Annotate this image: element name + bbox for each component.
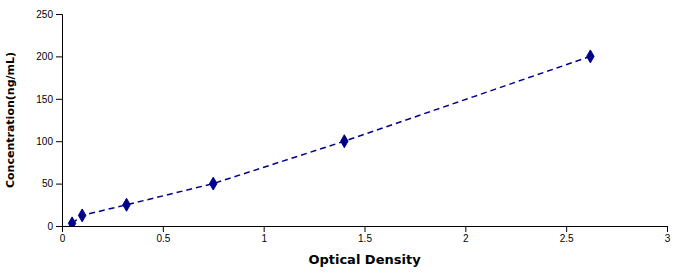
x-tick-mark bbox=[465, 226, 466, 232]
y-tick: 200 bbox=[36, 51, 62, 62]
marker bbox=[68, 217, 75, 226]
x-tick-label: 2 bbox=[463, 233, 469, 244]
y-tick: 0 bbox=[47, 221, 62, 232]
x-tick-mark bbox=[365, 226, 366, 232]
x-axis-title: Optical Density bbox=[308, 252, 421, 267]
y-tick-mark bbox=[56, 99, 62, 100]
x-tick-label: 3 bbox=[665, 233, 671, 244]
x-axis-line bbox=[63, 227, 668, 233]
y-tick-mark bbox=[56, 14, 62, 15]
x-tick-mark bbox=[163, 226, 164, 232]
x-tick: 1.5 bbox=[358, 226, 372, 244]
x-tick: 3 bbox=[665, 226, 671, 244]
y-tick: 100 bbox=[36, 136, 62, 147]
chart: 0 0.5 1 1.5 2 2.5 3 0 50 100 150 200 250 Optical Dens… bbox=[0, 0, 689, 272]
y-tick: 50 bbox=[42, 178, 62, 189]
marker bbox=[587, 50, 594, 63]
y-tick-mark bbox=[56, 56, 62, 57]
y-tick: 150 bbox=[36, 94, 62, 105]
x-tick-mark bbox=[667, 226, 668, 232]
x-tick-label: 0.5 bbox=[156, 233, 170, 244]
x-tick-label: 1.5 bbox=[358, 233, 372, 244]
marker bbox=[210, 177, 217, 190]
y-tick-label: 100 bbox=[36, 136, 53, 147]
y-tick-label: 150 bbox=[36, 94, 53, 105]
x-tick: 1 bbox=[261, 226, 267, 244]
x-tick: 0 bbox=[60, 226, 66, 244]
x-tick-label: 1 bbox=[261, 233, 267, 244]
y-tick-label: 0 bbox=[47, 221, 53, 232]
y-tick-label: 250 bbox=[36, 9, 53, 20]
x-tick-mark bbox=[264, 226, 265, 232]
marker bbox=[341, 135, 348, 148]
y-tick-mark bbox=[56, 184, 62, 185]
y-axis: 0 50 100 150 200 250 bbox=[36, 9, 62, 232]
y-axis-line bbox=[56, 15, 63, 227]
x-tick: 2 bbox=[463, 226, 469, 244]
line bbox=[72, 56, 590, 223]
x-tick: 2.5 bbox=[560, 226, 574, 244]
y-tick: 250 bbox=[36, 9, 62, 20]
marker bbox=[78, 209, 85, 222]
marker bbox=[123, 198, 130, 211]
x-tick-label: 2.5 bbox=[560, 233, 574, 244]
series bbox=[68, 50, 594, 226]
x-tick-label: 0 bbox=[60, 233, 66, 244]
y-tick-mark bbox=[56, 141, 62, 142]
x-tick: 0.5 bbox=[156, 226, 170, 244]
x-tick-mark bbox=[566, 226, 567, 232]
x-axis: 0 0.5 1 1.5 2 2.5 3 bbox=[60, 226, 671, 244]
y-axis-title: Concentration(ng/mL) bbox=[4, 52, 17, 188]
y-tick-label: 200 bbox=[36, 51, 53, 62]
y-tick-mark bbox=[56, 226, 62, 227]
y-tick-label: 50 bbox=[42, 178, 54, 189]
plot: 0 0.5 1 1.5 2 2.5 3 0 50 100 150 200 250 bbox=[36, 9, 670, 244]
